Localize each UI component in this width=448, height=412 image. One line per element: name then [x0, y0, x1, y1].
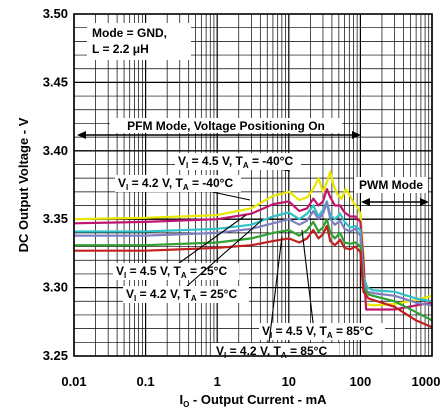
series-label-part: = 25°C: [197, 287, 238, 301]
x-axis-title: IO - Output Current - mA: [179, 392, 327, 409]
label-bg: [259, 323, 385, 340]
label-bg: [123, 286, 249, 303]
series-label-part: = 25°C: [187, 264, 228, 278]
series-label-part: = 4.2 V, T: [226, 344, 281, 358]
tick-labels: 0.01 0.1 1 10 100 1000 3.25 3.30 3.35 3.40 3.45 3.5…: [43, 6, 441, 389]
series-label-part: = 85°C: [287, 344, 328, 358]
series-label-part: = 85°C: [333, 324, 374, 338]
label-leader: [167, 214, 247, 272]
y-tick-label: 3.35: [43, 211, 68, 226]
y-tick-label: 3.50: [43, 6, 68, 21]
y-tick-label: 3.30: [43, 280, 68, 295]
x-tick-label: 1: [214, 374, 221, 389]
series-label-part: I: [126, 183, 128, 192]
label-leader: [267, 235, 283, 352]
series-label-part: A: [243, 161, 249, 170]
label-leader: [177, 219, 263, 295]
series-label-part: I: [124, 271, 126, 280]
x-tick-label: 1000: [412, 374, 441, 389]
series-label-part: = 4.5 V, T: [272, 324, 327, 338]
pfm-arrow-head-right: [352, 131, 361, 139]
label-bg: [175, 153, 301, 170]
conditions-text: L = 2.2 μH: [92, 42, 149, 56]
y-tick-label: 3.25: [43, 348, 68, 363]
series-label-part: = -40°C: [189, 176, 234, 190]
series-label-part: = -40°C: [249, 154, 294, 168]
series-line: [73, 188, 433, 311]
pwm-arrow-head-left: [361, 198, 370, 206]
series-label-part: V: [262, 324, 270, 338]
series-label-part: I: [186, 161, 188, 170]
series-label-part: A: [181, 271, 187, 280]
x-tick-label: 0.01: [61, 374, 86, 389]
series-lines: [73, 170, 433, 329]
plot-frame: [73, 13, 433, 357]
x-tick-label: 0.1: [137, 374, 155, 389]
conditions-box: [87, 23, 191, 60]
series-label-part: A: [327, 331, 333, 340]
series-label: VI = 4.2 V, TA = 85°C: [216, 344, 327, 360]
x-tick-label: 10: [282, 374, 296, 389]
y-tick-label: 3.45: [43, 74, 68, 89]
series-label: VI = 4.2 V, TA = 25°C: [126, 287, 237, 303]
series-label-part: V: [126, 287, 134, 301]
series-label-part: A: [183, 183, 189, 192]
series-label-part: = 4.5 V, T: [188, 154, 243, 168]
series-label-part: = 4.2 V, T: [136, 287, 191, 301]
series-label-part: V: [216, 344, 224, 358]
pfm-arrow-head-left: [77, 131, 86, 139]
series-label: VI = 4.5 V, TA = 85°C: [262, 324, 373, 340]
y-tick-label: 3.40: [43, 143, 68, 158]
pwm-mode-label: PWM Mode: [359, 178, 423, 192]
series-label: VI = 4.5 V, TA = -40°C: [178, 154, 293, 170]
series-label-part: V: [118, 176, 126, 190]
series-label-part: V: [178, 154, 186, 168]
series-label: VI = 4.2 V, TA = -40°C: [118, 176, 233, 192]
x-tick-label: 100: [350, 374, 372, 389]
series-label-part: A: [191, 294, 197, 303]
series-label-part: I: [134, 294, 136, 303]
series-label-part: = 4.2 V, T: [128, 176, 183, 190]
y-axis-title: DC Output Voltage - V: [16, 117, 31, 252]
pwm-label-bg: [354, 177, 428, 193]
series-line: [74, 224, 433, 329]
conditions-text: Mode = GND,: [92, 26, 167, 40]
pwm-arrow-head-right: [420, 198, 429, 206]
label-bg: [115, 175, 241, 192]
series-label-part: I: [270, 331, 272, 340]
label-leader: [301, 229, 315, 332]
series-label: VI = 4.5 V, TA = 25°C: [116, 264, 227, 280]
series-line: [74, 218, 433, 322]
label-bg: [113, 263, 239, 280]
series-label-part: V: [116, 264, 124, 278]
series-label-part: = 4.5 V, T: [126, 264, 181, 278]
pfm-label-bg: [110, 118, 342, 133]
pfm-mode-label: PFM Mode, Voltage Positioning On: [127, 119, 325, 133]
